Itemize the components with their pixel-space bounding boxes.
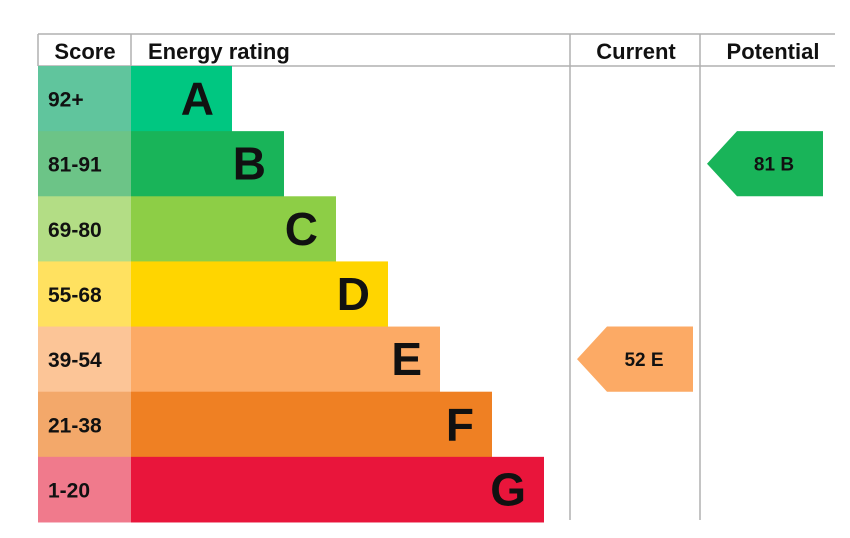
rating-letter-b: B [233,138,266,190]
rating-indicators: 52 E 81 B [577,131,823,392]
rating-bar-e [131,326,440,393]
header-current: Current [596,39,676,64]
potential-rating-label: 81 B [754,155,794,176]
score-cell-c [38,196,131,262]
rating-letter-a: A [181,73,214,125]
score-cell-g [38,456,131,523]
potential-rating-arrow [707,131,823,197]
score-cell-b [38,131,131,197]
score-label-f: 21-38 [48,414,102,437]
score-label-a: 92+ [48,89,84,112]
rating-letter-c: C [285,203,318,255]
rating-letter-d: D [337,268,370,320]
rating-letter-f: F [446,398,474,450]
score-cell-d [38,261,131,328]
header-score: Score [54,39,115,64]
rating-bar-g [131,456,544,523]
score-label-e: 39-54 [48,349,102,372]
rating-bar-a [131,66,232,132]
rating-letter-g: G [490,463,526,515]
score-label-d: 55-68 [48,284,102,307]
rating-bands: 92+ A 81-91 B 69-80 C 55-68 D 39-54 E 21-38 F 1-20 G [38,66,544,523]
score-cell-f [38,391,131,458]
header-energy-rating: Energy rating [148,39,290,64]
score-label-g: 1-20 [48,479,90,502]
score-label-b: 81-91 [48,154,102,177]
current-rating-label: 52 E [624,350,663,371]
score-label-c: 69-80 [48,219,102,242]
score-cell-e [38,326,131,393]
rating-letter-e: E [391,333,422,385]
rating-bar-f [131,391,492,458]
score-cell-a [38,66,131,132]
current-rating-arrow [577,326,693,392]
rating-bar-c [131,196,336,262]
rating-bar-b [131,131,284,197]
rating-bar-d [131,261,388,328]
header-potential: Potential [727,39,820,64]
